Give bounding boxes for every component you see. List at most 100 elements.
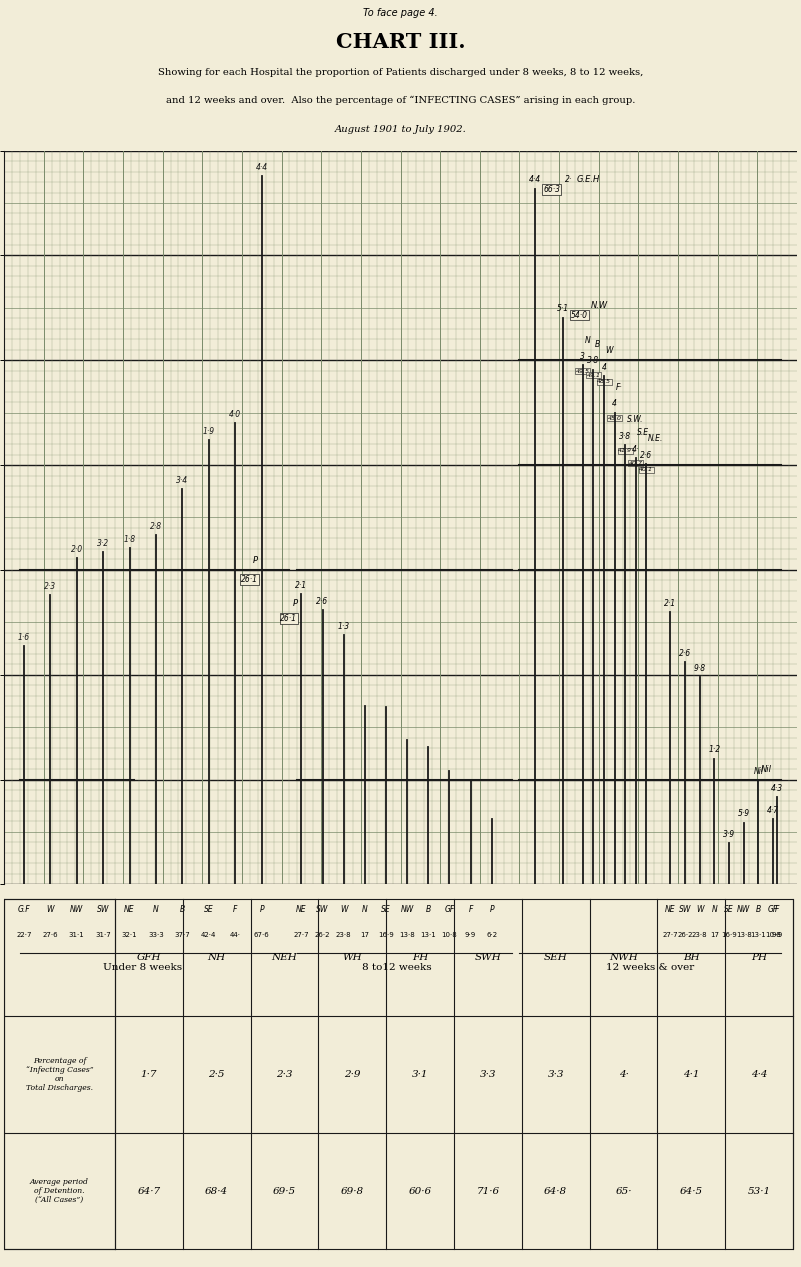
Text: 4·4: 4·4: [751, 1069, 767, 1079]
Text: 2·1: 2·1: [664, 598, 676, 608]
Text: B: B: [425, 906, 431, 915]
Text: 26·2: 26·2: [677, 931, 693, 938]
Text: 2·3: 2·3: [44, 582, 56, 590]
Text: 41.9: 41.9: [618, 449, 632, 454]
Text: BH: BH: [683, 953, 699, 962]
Text: NWH: NWH: [609, 953, 638, 962]
Text: 1·7: 1·7: [141, 1069, 157, 1079]
Text: Under 8 weeks: Under 8 weeks: [103, 963, 183, 972]
Text: B: B: [179, 906, 185, 915]
Text: 69·8: 69·8: [340, 1187, 364, 1196]
Text: GF: GF: [768, 906, 779, 915]
Text: G.F: G.F: [18, 906, 30, 915]
Text: 5·9: 5·9: [738, 810, 750, 818]
Text: NE: NE: [296, 906, 307, 915]
Text: 2·9: 2·9: [344, 1069, 360, 1079]
Text: 31·7: 31·7: [95, 931, 111, 938]
Text: NE: NE: [124, 906, 135, 915]
Text: W: W: [46, 906, 54, 915]
Text: SW: SW: [316, 906, 328, 915]
Text: N: N: [585, 336, 590, 345]
Text: 4·4: 4·4: [529, 175, 541, 184]
Text: 49.1: 49.1: [586, 372, 601, 378]
Text: 2·1: 2·1: [296, 580, 308, 590]
Text: 45.0: 45.0: [608, 416, 622, 421]
Text: 4·0: 4·0: [229, 411, 241, 419]
Text: W: W: [696, 906, 703, 915]
Text: Percentage of
“Infecting Cases”
on
Total Discharges.: Percentage of “Infecting Cases” on Total…: [26, 1057, 94, 1092]
Text: 31·1: 31·1: [69, 931, 85, 938]
Text: 66·3: 66·3: [543, 185, 560, 194]
Text: 17: 17: [360, 931, 369, 938]
Text: Showing for each Hospital the proportion of Patients discharged under 8 weeks, 8: Showing for each Hospital the proportion…: [158, 68, 643, 77]
Text: and 12 weeks and over.  Also the percentage of “INFECTING CASES” arising in each: and 12 weeks and over. Also the percenta…: [166, 96, 635, 105]
Text: 2·0: 2·0: [70, 545, 83, 554]
Text: 2·6: 2·6: [640, 451, 652, 460]
Text: 64·5: 64·5: [680, 1187, 703, 1196]
Text: 8 to12 weeks: 8 to12 weeks: [362, 963, 432, 972]
Text: 67·6: 67·6: [254, 931, 270, 938]
Text: 4: 4: [612, 399, 617, 408]
Text: 3·4: 3·4: [176, 476, 188, 485]
Text: 13·1: 13·1: [751, 931, 767, 938]
Text: 4·4: 4·4: [256, 162, 268, 171]
Text: 3·9: 3·9: [723, 830, 735, 839]
Text: SE: SE: [204, 906, 214, 915]
Text: 4·3: 4·3: [771, 784, 783, 793]
Text: NH: NH: [207, 953, 226, 962]
Text: 2·8: 2·8: [150, 522, 162, 531]
Text: 9·9: 9·9: [465, 931, 476, 938]
Text: F: F: [469, 906, 473, 915]
Text: 3·3: 3·3: [547, 1069, 564, 1079]
Text: 4: 4: [602, 362, 606, 371]
Text: 2·: 2·: [566, 175, 573, 184]
Text: 16·9: 16·9: [721, 931, 737, 938]
Text: W: W: [606, 346, 613, 355]
Text: 40.1: 40.1: [639, 468, 654, 473]
Text: 3·1: 3·1: [412, 1069, 429, 1079]
Text: 64·7: 64·7: [137, 1187, 160, 1196]
Text: F: F: [233, 906, 237, 915]
Text: 22·7: 22·7: [16, 931, 31, 938]
Text: 69·5: 69·5: [273, 1187, 296, 1196]
Text: NE: NE: [665, 906, 675, 915]
Text: CHART III.: CHART III.: [336, 32, 465, 52]
Text: NW: NW: [737, 906, 751, 915]
Text: S.W.: S.W.: [626, 416, 643, 424]
Text: 1·2: 1·2: [708, 745, 720, 754]
Text: 6·2: 6·2: [486, 931, 497, 938]
Text: 10·8: 10·8: [765, 931, 781, 938]
Text: 53·1: 53·1: [747, 1187, 771, 1196]
Text: F·: F·: [616, 383, 623, 392]
Text: 64·8: 64·8: [544, 1187, 567, 1196]
Text: 9·9: 9·9: [771, 931, 783, 938]
Text: 16·9: 16·9: [378, 931, 394, 938]
Text: 40.7: 40.7: [629, 461, 642, 466]
Text: Average period
of Detention.
(“All Cases”): Average period of Detention. (“All Cases…: [30, 1178, 89, 1204]
Text: August 1901 to July 1902.: August 1901 to July 1902.: [335, 124, 466, 133]
Text: NW: NW: [400, 906, 414, 915]
Text: N: N: [711, 906, 717, 915]
Text: P: P: [292, 598, 297, 608]
Text: 71·6: 71·6: [477, 1187, 500, 1196]
Text: G.E.H: G.E.H: [577, 175, 600, 184]
Text: 44·: 44·: [230, 931, 241, 938]
Text: SE: SE: [724, 906, 734, 915]
Text: 23·8: 23·8: [692, 931, 707, 938]
Text: 4·7: 4·7: [767, 806, 779, 815]
Text: 26·1: 26·1: [241, 575, 258, 584]
Text: 1·6: 1·6: [18, 634, 30, 642]
Text: 1·3: 1·3: [337, 622, 350, 631]
Text: 4·1: 4·1: [683, 1069, 699, 1079]
Text: GFH: GFH: [137, 953, 161, 962]
Text: 48.5: 48.5: [597, 379, 611, 384]
Text: B: B: [595, 340, 600, 348]
Text: FH: FH: [412, 953, 429, 962]
Text: P: P: [489, 906, 494, 915]
Text: 13·1: 13·1: [421, 931, 436, 938]
Text: S.E.: S.E.: [638, 428, 652, 437]
Text: 3·3: 3·3: [480, 1069, 496, 1079]
Text: 10·8: 10·8: [441, 931, 457, 938]
Text: 4·: 4·: [632, 445, 639, 454]
Text: 5·1: 5·1: [557, 304, 570, 313]
